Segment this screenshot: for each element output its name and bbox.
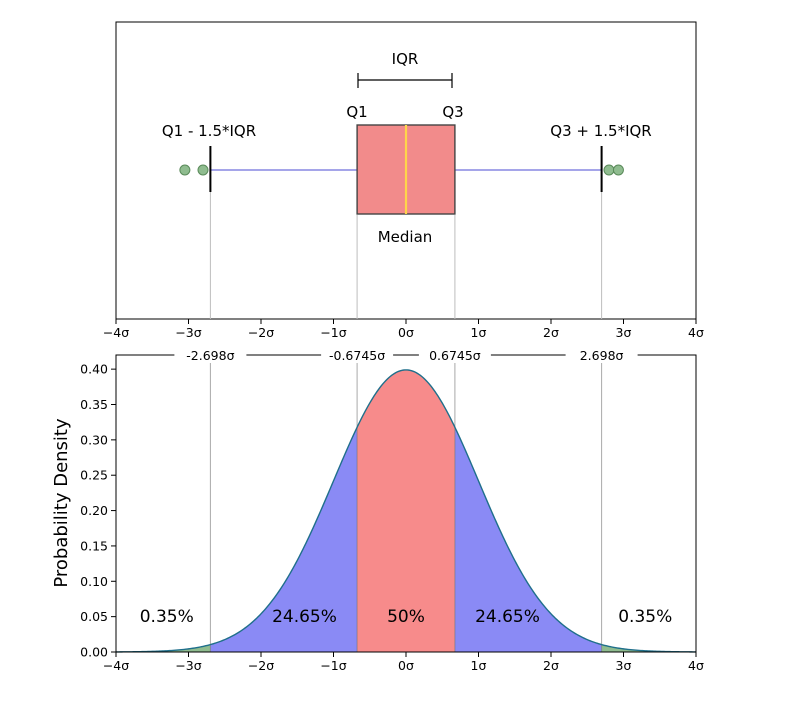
- y-tick-label: 0.15: [80, 538, 108, 553]
- boundary-label-bg: [174, 346, 247, 363]
- boundary-label: -0.6745σ: [329, 348, 385, 363]
- median-label: Median: [378, 228, 433, 246]
- iqr-box-group: [356, 124, 456, 215]
- region-percent-label: 24.65%: [272, 607, 337, 627]
- x-tick-label: 0σ: [398, 658, 414, 673]
- outlier-point: [197, 164, 209, 176]
- boundary-label: 2.698σ: [580, 348, 624, 363]
- x-tick-label: 3σ: [616, 325, 632, 340]
- region-percent-label: 24.65%: [475, 607, 540, 627]
- density-region: [357, 369, 455, 652]
- q3-label: Q3: [442, 103, 463, 121]
- y-tick-label: 0.40: [80, 362, 108, 377]
- x-tick-label: 0σ: [398, 325, 414, 340]
- y-tick-label: 0.30: [80, 432, 108, 447]
- x-tick-label: −2σ: [248, 325, 274, 340]
- x-tick-label: 4σ: [688, 658, 704, 673]
- density-region: [454, 427, 602, 652]
- y-tick-label: 0.05: [80, 609, 108, 624]
- boundary-label-bg: [418, 346, 491, 363]
- density-region: [210, 427, 358, 652]
- x-tick-label: −3σ: [175, 658, 201, 673]
- x-tick-label: −3σ: [175, 325, 201, 340]
- x-tick-label: −1σ: [320, 658, 346, 673]
- y-axis-label: Probability Density: [51, 418, 72, 588]
- region-percent-label: 50%: [387, 607, 425, 627]
- x-tick-label: 2σ: [543, 658, 559, 673]
- density-regions: [116, 369, 696, 652]
- boxplot-panel: IQR Q1 Q3 Q1 - 1.5*IQR Q3 + 1.5*IQR Medi…: [103, 21, 704, 340]
- boxplot-guides: [209, 170, 603, 319]
- outlier-point: [179, 164, 191, 176]
- region-percent-label: 0.35%: [618, 607, 672, 627]
- y-tick-label: 0.35: [80, 397, 108, 412]
- density-y-axis: 0.00 0.05 0.10 0.15 0.20 0.25 0.30 0.35 0.40: [80, 362, 116, 660]
- y-tick-label: 0.10: [80, 574, 108, 589]
- x-tick-label: 3σ: [616, 658, 632, 673]
- q1-label: Q1: [346, 103, 367, 121]
- x-tick-label: 4σ: [688, 325, 704, 340]
- y-tick-label: 0.25: [80, 468, 108, 483]
- outlier-point: [612, 164, 624, 176]
- iqr-label: IQR: [392, 50, 419, 68]
- x-tick-label: −2σ: [248, 658, 274, 673]
- density-guides: [209, 355, 603, 652]
- density-curve: [115, 369, 697, 653]
- density-panel: -2.698σ -0.6745σ 0.6745σ 2.698σ 0.35% 24.65%…: [51, 346, 704, 673]
- whisker-group: [209, 146, 603, 192]
- x-tick-label: 1σ: [471, 325, 487, 340]
- boxplot-x-axis: −4σ −3σ −2σ −1σ 0σ 1σ 2σ 3σ 4σ: [103, 319, 704, 340]
- boundary-labels: -2.698σ -0.6745σ 0.6745σ 2.698σ: [174, 346, 638, 363]
- x-tick-label: −4σ: [103, 325, 129, 340]
- y-tick-label: 0.20: [80, 503, 108, 518]
- density-region: [601, 644, 696, 652]
- region-percent-labels: 0.35% 24.65% 50% 24.65% 0.35%: [140, 607, 673, 627]
- boundary-label-bg: [565, 346, 638, 363]
- x-tick-label: −1σ: [320, 325, 346, 340]
- density-x-axis: −4σ −3σ −2σ −1σ 0σ 1σ 2σ 3σ 4σ: [103, 652, 704, 673]
- boundary-label-bg: [321, 346, 394, 363]
- x-tick-label: 1σ: [471, 658, 487, 673]
- outlier-point: [603, 164, 615, 176]
- annotations-group: IQR Q1 Q3 Q1 - 1.5*IQR Q3 + 1.5*IQR Medi…: [162, 50, 652, 246]
- lower-fence-label: Q1 - 1.5*IQR: [162, 122, 256, 140]
- region-percent-label: 0.35%: [140, 607, 194, 627]
- boundary-label: 0.6745σ: [429, 348, 481, 363]
- x-tick-label: 2σ: [543, 325, 559, 340]
- upper-fence-label: Q3 + 1.5*IQR: [550, 122, 651, 140]
- boundary-label: -2.698σ: [186, 348, 234, 363]
- y-tick-label: 0.00: [80, 645, 108, 660]
- density-region: [116, 644, 211, 652]
- x-tick-label: −4σ: [103, 658, 129, 673]
- outliers-group: [179, 164, 624, 176]
